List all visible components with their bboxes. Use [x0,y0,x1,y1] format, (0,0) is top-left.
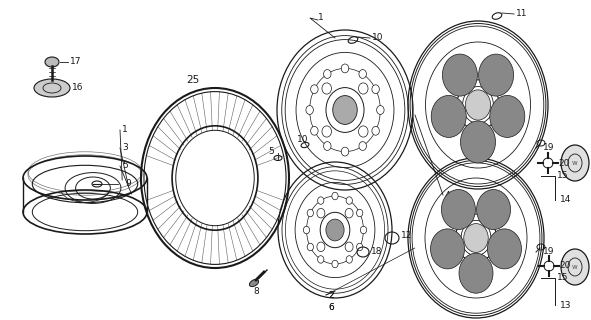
Ellipse shape [441,189,475,229]
Text: 13: 13 [560,300,571,309]
Ellipse shape [479,54,514,96]
Text: 20: 20 [558,158,569,167]
Ellipse shape [346,256,352,263]
Ellipse shape [361,226,366,234]
Ellipse shape [333,96,357,124]
Text: 2: 2 [328,291,334,300]
Text: 20: 20 [559,261,570,270]
Ellipse shape [326,219,344,241]
Ellipse shape [341,147,349,156]
Text: 5: 5 [122,162,128,171]
Ellipse shape [359,69,366,78]
Ellipse shape [324,69,331,78]
Ellipse shape [332,260,338,268]
Ellipse shape [307,243,313,251]
Ellipse shape [561,145,589,181]
Text: 10: 10 [372,34,384,43]
Text: 16: 16 [72,84,83,92]
Ellipse shape [356,209,363,217]
Text: 14: 14 [560,196,571,204]
Ellipse shape [476,189,511,229]
Text: 5: 5 [268,148,274,156]
Ellipse shape [303,226,310,234]
Text: w: w [572,264,578,270]
Ellipse shape [465,90,491,120]
Ellipse shape [443,54,478,96]
Text: 25: 25 [186,75,199,85]
Ellipse shape [490,95,525,137]
Text: 6: 6 [328,303,334,313]
Ellipse shape [317,197,324,204]
Ellipse shape [372,126,379,135]
Ellipse shape [464,224,488,252]
Text: 1: 1 [318,13,324,22]
Text: 2: 2 [328,291,334,300]
Text: w: w [572,160,578,166]
Ellipse shape [488,229,521,269]
Ellipse shape [561,249,589,285]
Text: 18: 18 [371,247,382,257]
Ellipse shape [460,121,495,163]
Text: 9: 9 [125,180,131,188]
Text: 15: 15 [557,274,569,283]
Ellipse shape [249,279,259,287]
Text: 8: 8 [253,287,259,297]
Text: 1: 1 [122,125,128,134]
Ellipse shape [345,242,353,252]
Ellipse shape [431,95,466,137]
Ellipse shape [431,229,465,269]
Text: 11: 11 [516,10,528,19]
Ellipse shape [317,208,325,218]
Ellipse shape [34,79,70,97]
Text: 10: 10 [297,135,309,145]
Ellipse shape [341,64,349,73]
Ellipse shape [324,142,331,150]
Ellipse shape [307,209,313,217]
Ellipse shape [322,83,332,94]
Ellipse shape [359,126,368,137]
Text: 4: 4 [445,190,450,199]
Ellipse shape [45,57,59,67]
Ellipse shape [372,85,379,93]
Ellipse shape [317,256,324,263]
Text: 19: 19 [543,247,554,257]
Ellipse shape [376,106,384,114]
Text: 6: 6 [328,303,334,313]
Ellipse shape [359,142,366,150]
Text: 15: 15 [557,172,569,180]
Text: 17: 17 [70,58,82,67]
Text: 19: 19 [543,143,554,153]
Text: 12: 12 [401,231,413,241]
Ellipse shape [356,243,363,251]
Ellipse shape [359,83,368,94]
Ellipse shape [317,242,325,252]
Ellipse shape [345,208,353,218]
Ellipse shape [332,192,338,200]
Ellipse shape [311,85,318,93]
Ellipse shape [346,197,352,204]
Text: 7: 7 [445,204,451,212]
Text: 3: 3 [122,143,128,153]
Ellipse shape [311,126,318,135]
Ellipse shape [306,106,313,114]
Ellipse shape [459,253,493,293]
Ellipse shape [322,126,332,137]
